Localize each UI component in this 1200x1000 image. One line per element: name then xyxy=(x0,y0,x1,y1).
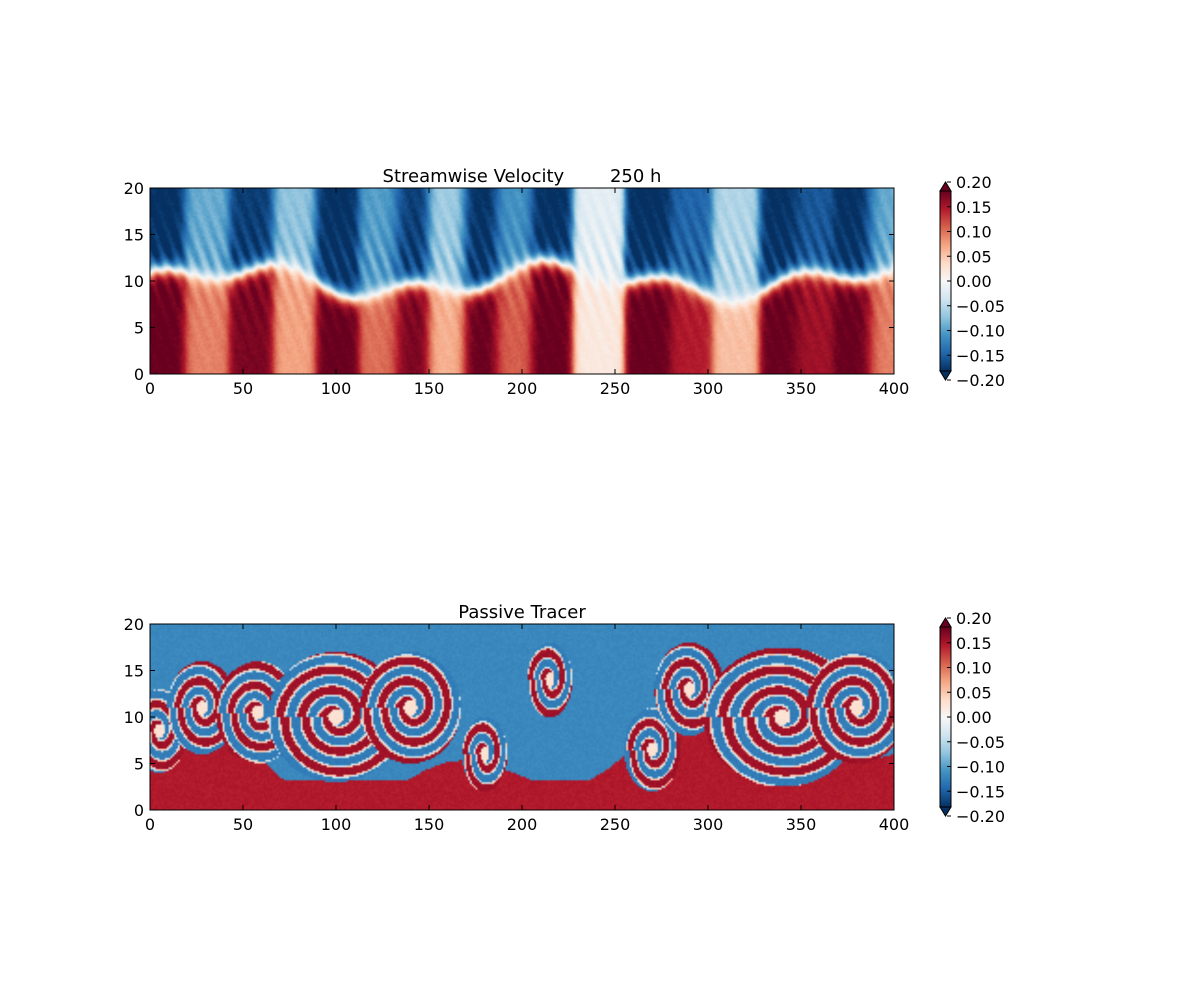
tracer-colorbar: 0.20 0.15 0.10 0.05 0.00 −0.05 −0.10 −0.15 −0.20 xyxy=(939,609,1005,826)
y-tick-label: 20 xyxy=(124,179,144,198)
colorbar-tick-label: 0.10 xyxy=(956,223,992,242)
velocity-ticks: 0 50 100 150 200 250 300 350 400 0 5 10 15 20 xyxy=(124,179,910,398)
tracer-ticks: 0 50 100 150 200 250 300 350 400 0 5 10 15 20 xyxy=(124,615,910,834)
colorbar-tick-label: 0.05 xyxy=(956,683,992,702)
velocity-heatmap xyxy=(150,188,894,374)
colorbar-tick-label: −0.05 xyxy=(956,733,1005,752)
colorbar-tick-label: −0.05 xyxy=(956,297,1005,316)
colorbar-tick-label: 0.15 xyxy=(956,634,992,653)
y-tick-label: 10 xyxy=(124,708,144,727)
y-tick-label: 0 xyxy=(134,801,144,820)
x-tick-label: 150 xyxy=(414,815,445,834)
x-tick-label: 350 xyxy=(786,379,817,398)
colorbar-tick-label: −0.15 xyxy=(956,782,1005,801)
y-tick-label: 20 xyxy=(124,615,144,634)
colorbar-tick-label: 0.20 xyxy=(956,173,992,192)
colorbar-tick-label: 0.20 xyxy=(956,609,992,628)
x-tick-label: 250 xyxy=(600,815,631,834)
colorbar-tick-label: −0.10 xyxy=(956,322,1005,341)
colorbar-gradient xyxy=(940,627,951,807)
x-tick-label: 350 xyxy=(786,815,817,834)
y-tick-label: 15 xyxy=(124,226,144,245)
colorbar-tick-label: −0.10 xyxy=(956,758,1005,777)
colorbar-gradient xyxy=(940,191,951,371)
colorbar-extend-min xyxy=(939,806,952,817)
tracer-title: Passive Tracer xyxy=(458,602,586,623)
x-tick-label: 300 xyxy=(693,379,724,398)
colorbar-extend-max xyxy=(939,617,952,628)
colorbar-tick-label: 0.00 xyxy=(956,272,992,291)
tracer-panel: Passive Tracer 0 50 100 150 200 250 300 350 4000… xyxy=(124,602,1005,834)
x-tick-label: 100 xyxy=(321,379,352,398)
colorbar-tick-label: −0.15 xyxy=(956,346,1005,365)
colorbar-tick-label: 0.00 xyxy=(956,708,992,727)
x-tick-label: 100 xyxy=(321,815,352,834)
colorbar-tick-label: 0.05 xyxy=(956,247,992,266)
x-tick-label: 400 xyxy=(879,815,910,834)
y-tick-label: 15 xyxy=(124,662,144,681)
colorbar-tick-label: 0.15 xyxy=(956,198,992,217)
y-tick-label: 0 xyxy=(134,365,144,384)
x-tick-label: 0 xyxy=(145,815,155,834)
tracer-heatmap xyxy=(150,624,894,810)
x-tick-label: 200 xyxy=(507,379,538,398)
velocity-colorbar: 0.20 0.15 0.10 0.05 0.00 −0.05 −0.10 −0.15 −0.20 xyxy=(939,173,1005,390)
y-tick-label: 5 xyxy=(134,755,144,774)
x-tick-label: 300 xyxy=(693,815,724,834)
velocity-panel: Streamwise Velocity 250 h 0 50 100 150 200 25… xyxy=(124,166,1005,398)
x-tick-label: 50 xyxy=(233,815,253,834)
x-tick-label: 400 xyxy=(879,379,910,398)
velocity-title: Streamwise Velocity 250 h xyxy=(383,166,662,187)
x-tick-label: 250 xyxy=(600,379,631,398)
x-tick-label: 0 xyxy=(145,379,155,398)
y-tick-label: 5 xyxy=(134,319,144,338)
colorbar-tick-label: −0.20 xyxy=(956,807,1005,826)
y-tick-label: 10 xyxy=(124,272,144,291)
colorbar-tick-label: 0.10 xyxy=(956,659,992,678)
colorbar-extend-min xyxy=(939,370,952,381)
colorbar-extend-max xyxy=(939,181,952,192)
x-tick-label: 200 xyxy=(507,815,538,834)
x-tick-label: 50 xyxy=(233,379,253,398)
x-tick-label: 150 xyxy=(414,379,445,398)
colorbar-tick-label: −0.20 xyxy=(956,371,1005,390)
